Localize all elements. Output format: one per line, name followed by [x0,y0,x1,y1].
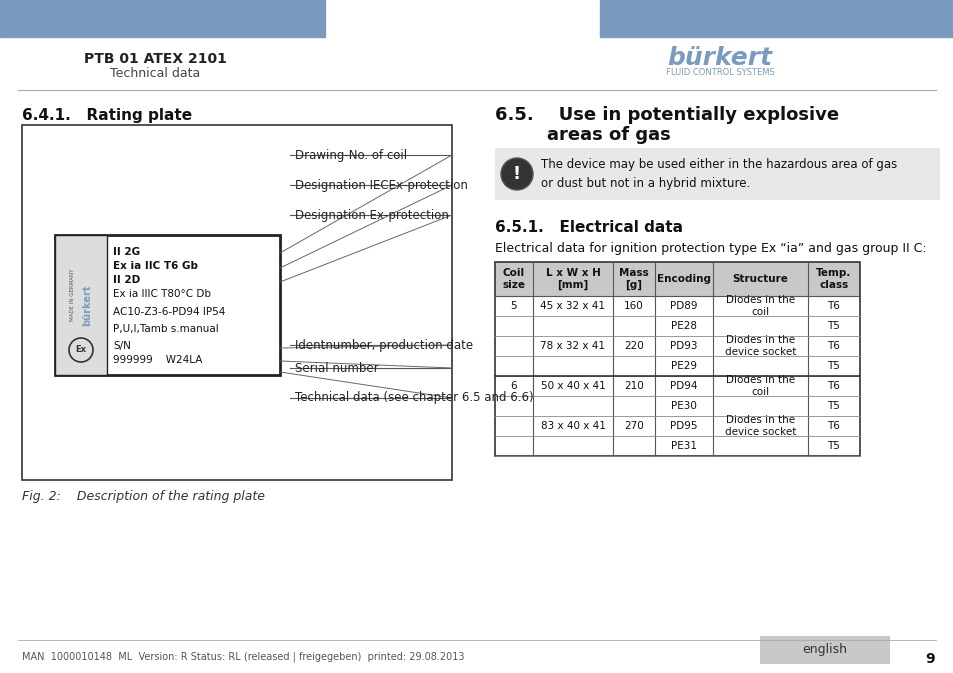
Text: S/N: S/N [112,341,131,351]
Text: FLUID CONTROL SYSTEMS: FLUID CONTROL SYSTEMS [665,68,774,77]
Text: T6: T6 [826,421,840,431]
Text: 210: 210 [623,381,643,391]
Text: PE31: PE31 [670,441,697,451]
Text: Designation IECEx-protection: Designation IECEx-protection [294,178,467,192]
Text: T6: T6 [826,381,840,391]
Text: 160: 160 [623,301,643,311]
Text: Serial number: Serial number [294,361,378,374]
Text: 270: 270 [623,421,643,431]
Text: Diodes in the
coil: Diodes in the coil [725,376,794,397]
Circle shape [500,158,533,190]
Text: Ex ia IIIC T80°C Db: Ex ia IIIC T80°C Db [112,289,211,299]
Text: PE28: PE28 [670,321,697,331]
Bar [55,235,107,375]
Text: 9: 9 [924,652,934,666]
Text: MADE IN GERMANY: MADE IN GERMANY [71,269,75,321]
Text: Ex: Ex [75,345,87,355]
Text: Technical data: Technical data [110,67,200,80]
Text: MAN  1000010148  ML  Version: R Status: RL (released | freigegeben)  printed: 29: MAN 1000010148 ML Version: R Status: RL … [22,652,464,662]
Text: Temp.
class: Temp. class [816,269,851,290]
Bar [495,262,859,296]
Text: Technical data (see chapter 6.5 and 6.6): Technical data (see chapter 6.5 and 6.6) [294,392,533,404]
Text: AC10-Z3-6-PD94 IP54: AC10-Z3-6-PD94 IP54 [112,307,225,317]
Text: Designation Ex-protection: Designation Ex-protection [294,209,449,221]
Bar [0,0,325,37]
Text: 6: 6 [510,381,517,391]
Text: II 2D: II 2D [112,275,140,285]
Bar [22,125,452,480]
Text: PD89: PD89 [670,301,697,311]
Text: bürkert: bürkert [82,284,91,326]
Text: Diodes in the
coil: Diodes in the coil [725,295,794,317]
Text: Identnumber, production date: Identnumber, production date [294,339,473,351]
Text: Coil
size: Coil size [502,269,525,290]
Text: Mass
[g]: Mass [g] [618,268,648,290]
Text: Encoding: Encoding [657,274,710,284]
Bar [599,0,953,37]
Text: L x W x H
[mm]: L x W x H [mm] [545,268,599,290]
Text: english: english [801,643,846,656]
Bar [55,235,280,375]
Text: Fig. 2:    Description of the rating plate: Fig. 2: Description of the rating plate [22,490,265,503]
Text: bürkert: bürkert [667,46,772,70]
Text: PE30: PE30 [670,401,697,411]
Text: 83 x 40 x 41: 83 x 40 x 41 [540,421,605,431]
Text: areas of gas: areas of gas [546,126,670,144]
Text: !: ! [513,165,520,183]
Text: T5: T5 [826,361,840,371]
Text: T5: T5 [826,441,840,451]
Text: 45 x 32 x 41: 45 x 32 x 41 [540,301,605,311]
Text: 6.5.1.   Electrical data: 6.5.1. Electrical data [495,220,682,235]
Text: II 2G: II 2G [112,247,140,257]
Text: The device may be used either in the hazardous area of gas
or dust but not in a : The device may be used either in the haz… [540,158,897,190]
Bar [760,636,889,664]
Text: Diodes in the
device socket: Diodes in the device socket [724,415,796,437]
Bar [495,262,859,456]
Text: Ex ia IIC T6 Gb: Ex ia IIC T6 Gb [112,261,198,271]
Text: 6.5.    Use in potentially explosive: 6.5. Use in potentially explosive [495,106,839,124]
Text: PD94: PD94 [670,381,697,391]
Text: PE29: PE29 [670,361,697,371]
Text: PD93: PD93 [670,341,697,351]
Text: T5: T5 [826,401,840,411]
Bar [495,148,939,200]
Text: Electrical data for ignition protection type Ex “ia” and gas group II C:: Electrical data for ignition protection … [495,242,925,255]
Text: PTB 01 ATEX 2101: PTB 01 ATEX 2101 [84,52,226,66]
Text: T6: T6 [826,341,840,351]
Text: 5: 5 [510,301,517,311]
Text: 999999    W24LA: 999999 W24LA [112,355,202,365]
Text: PD95: PD95 [670,421,697,431]
Text: 78 x 32 x 41: 78 x 32 x 41 [540,341,605,351]
Text: Drawing-No. of coil: Drawing-No. of coil [294,149,407,162]
Text: 220: 220 [623,341,643,351]
Text: 50 x 40 x 41: 50 x 40 x 41 [540,381,605,391]
Text: T6: T6 [826,301,840,311]
Text: Structure: Structure [732,274,787,284]
Text: 6.4.1.   Rating plate: 6.4.1. Rating plate [22,108,192,123]
Text: P,U,I,Tamb s.manual: P,U,I,Tamb s.manual [112,324,218,334]
Text: Diodes in the
device socket: Diodes in the device socket [724,335,796,357]
Text: T5: T5 [826,321,840,331]
